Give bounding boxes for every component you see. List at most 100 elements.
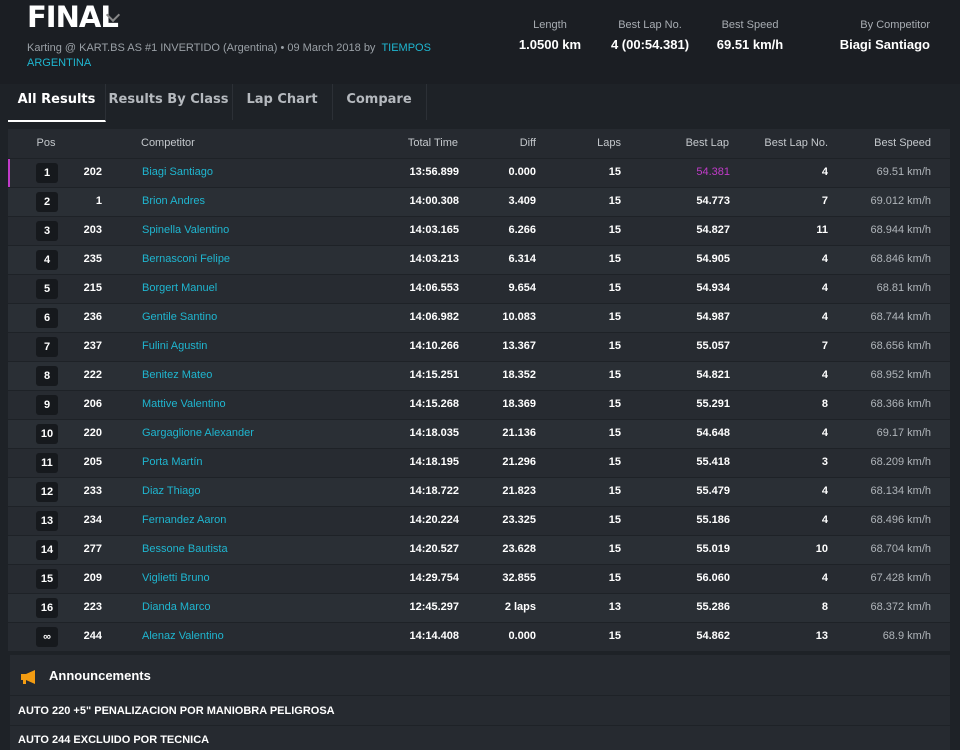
competitor-name[interactable]: Bessone Bautista (142, 543, 228, 555)
tab[interactable]: Lap Chart (232, 84, 333, 120)
best-speed: 68.372 km/h (870, 601, 931, 613)
position: 9 (36, 395, 58, 415)
diff: 13.367 (502, 340, 536, 352)
competitor-name[interactable]: Borgert Manuel (142, 282, 218, 294)
result-row[interactable]: 5 215 Borgert Manuel 14:06.553 9.654 15 54.934… (8, 274, 950, 303)
result-row[interactable]: 4 235 Bernasconi Felipe 14:03.213 6.314 15 54.… (8, 245, 950, 274)
competitor-name[interactable]: Viglietti Bruno (142, 572, 210, 584)
total-time: 14:06.982 (409, 311, 459, 323)
kart-number: 235 (83, 253, 102, 265)
competitor-name[interactable]: Brion Andres (142, 195, 205, 207)
result-row[interactable]: 3 203 Spinella Valentino 14:03.165 6.266 15 54… (8, 216, 950, 245)
result-row[interactable]: 7 237 Fulini Agustin 14:10.266 13.367 15 55.05… (8, 332, 950, 361)
best-lap: 54.821 (696, 369, 730, 381)
column-header: Diff (519, 137, 536, 149)
result-row[interactable]: 8 222 Benitez Mateo 14:15.251 18.352 15 54.821… (8, 361, 950, 390)
laps: 15 (608, 253, 621, 265)
event-title[interactable]: FINAL (27, 0, 119, 34)
result-row[interactable]: 11 205 Porta Martín 14:18.195 21.296 15 55.418… (8, 448, 950, 477)
result-row[interactable]: 13 234 Fernandez Aaron 14:20.224 23.325 15 55.… (8, 506, 950, 535)
total-time: 14:18.722 (409, 485, 459, 497)
best-lap: 54.648 (696, 427, 730, 439)
best-lap: 55.186 (696, 514, 730, 526)
result-row[interactable]: 1 202 Biagi Santiago 13:56.899 0.000 15 54.381… (8, 158, 950, 187)
diff: 21.136 (502, 427, 536, 439)
kart-number: 233 (83, 485, 102, 497)
result-row[interactable]: 10 220 Gargaglione Alexander 14:18.035 21.13… (8, 419, 950, 448)
best-speed: 68.366 km/h (870, 398, 931, 410)
best-speed: 68.744 km/h (870, 311, 931, 323)
position: 4 (36, 250, 58, 270)
best-lap: 55.286 (696, 601, 730, 613)
competitor-name[interactable]: Gentile Santino (142, 311, 218, 323)
best-lap-no: 11 (816, 224, 828, 236)
best-lap: 55.291 (696, 398, 730, 410)
best-lap-no: 4 (821, 282, 828, 294)
laps: 15 (608, 369, 621, 381)
position: 6 (36, 308, 58, 328)
position: 13 (36, 511, 58, 531)
competitor-name[interactable]: Alenaz Valentino (142, 630, 224, 642)
laps: 15 (608, 485, 621, 497)
diff: 9.654 (508, 282, 536, 294)
tab[interactable]: Results By Class (105, 84, 233, 120)
position: 7 (36, 337, 58, 357)
competitor-name[interactable]: Fernandez Aaron (142, 514, 227, 526)
diff: 23.325 (502, 514, 536, 526)
kart-number: 203 (83, 224, 102, 236)
competitor-name[interactable]: Spinella Valentino (142, 224, 230, 236)
result-row[interactable]: 12 233 Diaz Thiago 14:18.722 21.823 15 55.479 4… (8, 477, 950, 506)
best-lap-no: 8 (821, 398, 828, 410)
result-row[interactable]: 15 209 Viglietti Bruno 14:29.754 32.855 15 56.… (8, 564, 950, 593)
competitor-name[interactable]: Dianda Marco (142, 601, 211, 613)
position: 11 (36, 453, 58, 473)
result-row[interactable]: 6 236 Gentile Santino 14:06.982 10.083 15 54.9… (8, 303, 950, 332)
kart-number: 220 (83, 427, 102, 439)
result-row[interactable]: ∞ 244 Alenaz Valentino 14:14.408 0.000 15 54.8… (8, 622, 950, 651)
competitor-name[interactable]: Bernasconi Felipe (142, 253, 231, 265)
competitor-name[interactable]: Diaz Thiago (142, 485, 201, 497)
best-lap: 54.987 (696, 311, 730, 323)
total-time: 12:45.297 (409, 601, 459, 613)
result-row[interactable]: 2 1 Brion Andres 14:00.308 3.409 15 54.773 7 69.… (8, 187, 950, 216)
best-lap-no: 4 (821, 514, 828, 526)
tab[interactable]: All Results (8, 84, 106, 122)
result-row[interactable]: 14 277 Bessone Bautista 14:20.527 23.628 15 55… (8, 535, 950, 564)
tab-bar: All Results Results By Class Lap Chart Comp… (0, 84, 960, 122)
best-lap: 55.057 (696, 340, 730, 352)
subtitle-text: Karting @ KART.BS AS #1 INVERTIDO (Argen… (27, 42, 376, 54)
competitor-name[interactable]: Porta Martín (142, 456, 203, 468)
best-speed: 69.17 km/h (876, 427, 931, 439)
diff: 32.855 (502, 572, 536, 584)
organizer-link[interactable]: TIEMPOS ARGENTINA (27, 42, 431, 69)
competitor-name[interactable]: Biagi Santiago (142, 166, 213, 178)
competitor-name[interactable]: Mattive Valentino (142, 398, 226, 410)
kart-number: 277 (83, 543, 102, 555)
kart-number: 244 (83, 630, 102, 642)
best-lap-no: 4 (821, 253, 828, 265)
best-speed: 68.656 km/h (870, 340, 931, 352)
laps: 15 (608, 195, 621, 207)
position: 15 (36, 569, 58, 589)
kart-number: 209 (83, 572, 102, 584)
result-row[interactable]: 16 223 Dianda Marco 12:45.297 2 laps 13 55.286… (8, 593, 950, 622)
tab[interactable]: Compare (332, 84, 427, 120)
competitor-name[interactable]: Gargaglione Alexander (142, 427, 254, 439)
result-row[interactable]: 9 206 Mattive Valentino 14:15.268 18.369 15 55… (8, 390, 950, 419)
best-lap-no: 4 (821, 572, 828, 584)
announcements-panel: Announcements AUTO 220 +5" PENALIZACION … (10, 655, 950, 750)
competitor-name[interactable]: Fulini Agustin (142, 340, 208, 352)
best-lap-no: 7 (821, 340, 828, 352)
best-speed: 68.9 km/h (882, 630, 931, 642)
diff: 6.314 (508, 253, 536, 265)
column-header: Laps (597, 137, 621, 149)
total-time: 14:15.251 (409, 369, 459, 381)
position: 5 (36, 279, 58, 299)
diff: 18.352 (502, 369, 536, 381)
column-header: Best Lap (685, 137, 729, 149)
total-time: 14:15.268 (409, 398, 459, 410)
competitor-name[interactable]: Benitez Mateo (142, 369, 213, 381)
divider (10, 725, 950, 726)
best-lap-no: 7 (821, 195, 828, 207)
